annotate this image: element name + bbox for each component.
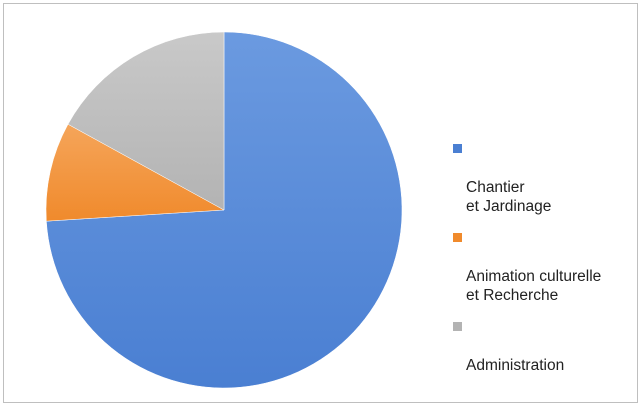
legend-swatch-administration (453, 322, 462, 331)
pie-slice-animation (45, 123, 225, 222)
chart-frame: Chantier et Jardinage Animation culturel… (3, 3, 638, 403)
legend-label-chantier: Chantier et Jardinage (466, 179, 552, 215)
legend-item-administration: Administration (450, 318, 640, 375)
chart-legend: Chantier et Jardinage Animation culturel… (450, 140, 640, 388)
legend-item-animation: Animation culturelle et Recherche (450, 229, 640, 305)
legend-label-administration: Administration (466, 357, 565, 374)
legend-swatch-chantier (453, 144, 462, 153)
pie-slice-administration (67, 31, 225, 211)
legend-swatch-animation (453, 233, 462, 242)
legend-item-chantier: Chantier et Jardinage (450, 140, 640, 216)
legend-label-animation: Animation culturelle et Recherche (466, 268, 602, 304)
pie-chart (45, 31, 403, 389)
